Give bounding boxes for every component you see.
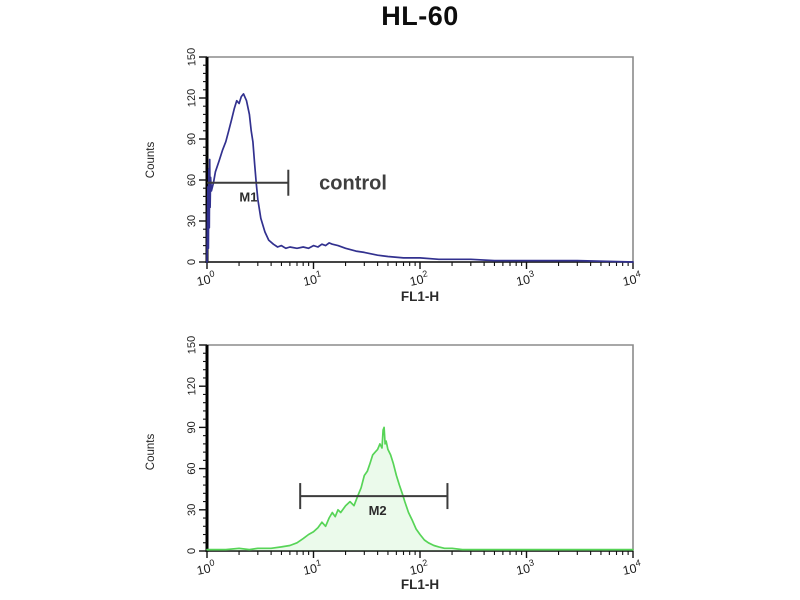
y-tick-label: 90 [186,421,199,434]
x-axis-label-bottom: FL1-H [400,577,440,592]
y-tick-label: 30 [186,503,199,516]
x-axis-label-top: FL1-H [400,289,440,304]
y-tick-label: 120 [186,89,199,108]
histogram-curve-control [206,93,634,263]
x-tick-label: 104 [621,268,643,289]
histogram-fill [207,427,633,551]
gate-label: M2 [369,503,387,518]
x-tick-label: 102 [408,268,430,289]
gate-label: M1 [239,190,257,205]
plot-frame [207,344,634,551]
y-tick-label: 30 [186,215,199,228]
gate-marker-m1: M1 [207,169,290,205]
x-tick-label: 103 [514,268,536,289]
gate-marker-m2: M2 [299,483,449,518]
histogram-curve-stained [206,426,634,551]
x-tick-label: 103 [514,557,536,578]
x-axis-ticks: 100 101 102 103 104 [195,551,643,578]
y-tick-label: 0 [186,259,198,266]
y-tick-label: 90 [186,133,199,146]
x-tick-label: 104 [621,557,643,578]
x-tick-label: 100 [195,268,217,289]
y-tick-label: 0 [186,548,198,555]
plot-frame [207,56,634,262]
x-axis-ticks: 100 101 102 103 104 [195,262,643,289]
x-tick-label: 101 [301,268,323,289]
y-tick-label: 60 [186,462,199,475]
y-tick-label: 150 [186,336,199,355]
y-tick-label: 60 [186,174,199,187]
y-axis-ticks: 0 30 60 90 120 150 [186,336,207,555]
x-tick-label: 101 [301,557,323,578]
y-axis-ticks: 0 30 60 90 120 150 [186,48,207,266]
figure-title: HL-60 [381,1,459,31]
y-tick-label: 150 [186,48,199,67]
y-tick-label: 120 [186,377,199,396]
annotation-control: control [319,173,387,195]
histogram-panel-bottom: 0 30 60 90 120 150 100 101 102 103 104 M2 [186,336,643,578]
x-tick-label: 100 [195,557,217,578]
histogram-panel-top: 0 30 60 90 120 150 100 101 102 103 104 M1 control [186,48,643,289]
x-tick-label: 102 [408,557,430,578]
